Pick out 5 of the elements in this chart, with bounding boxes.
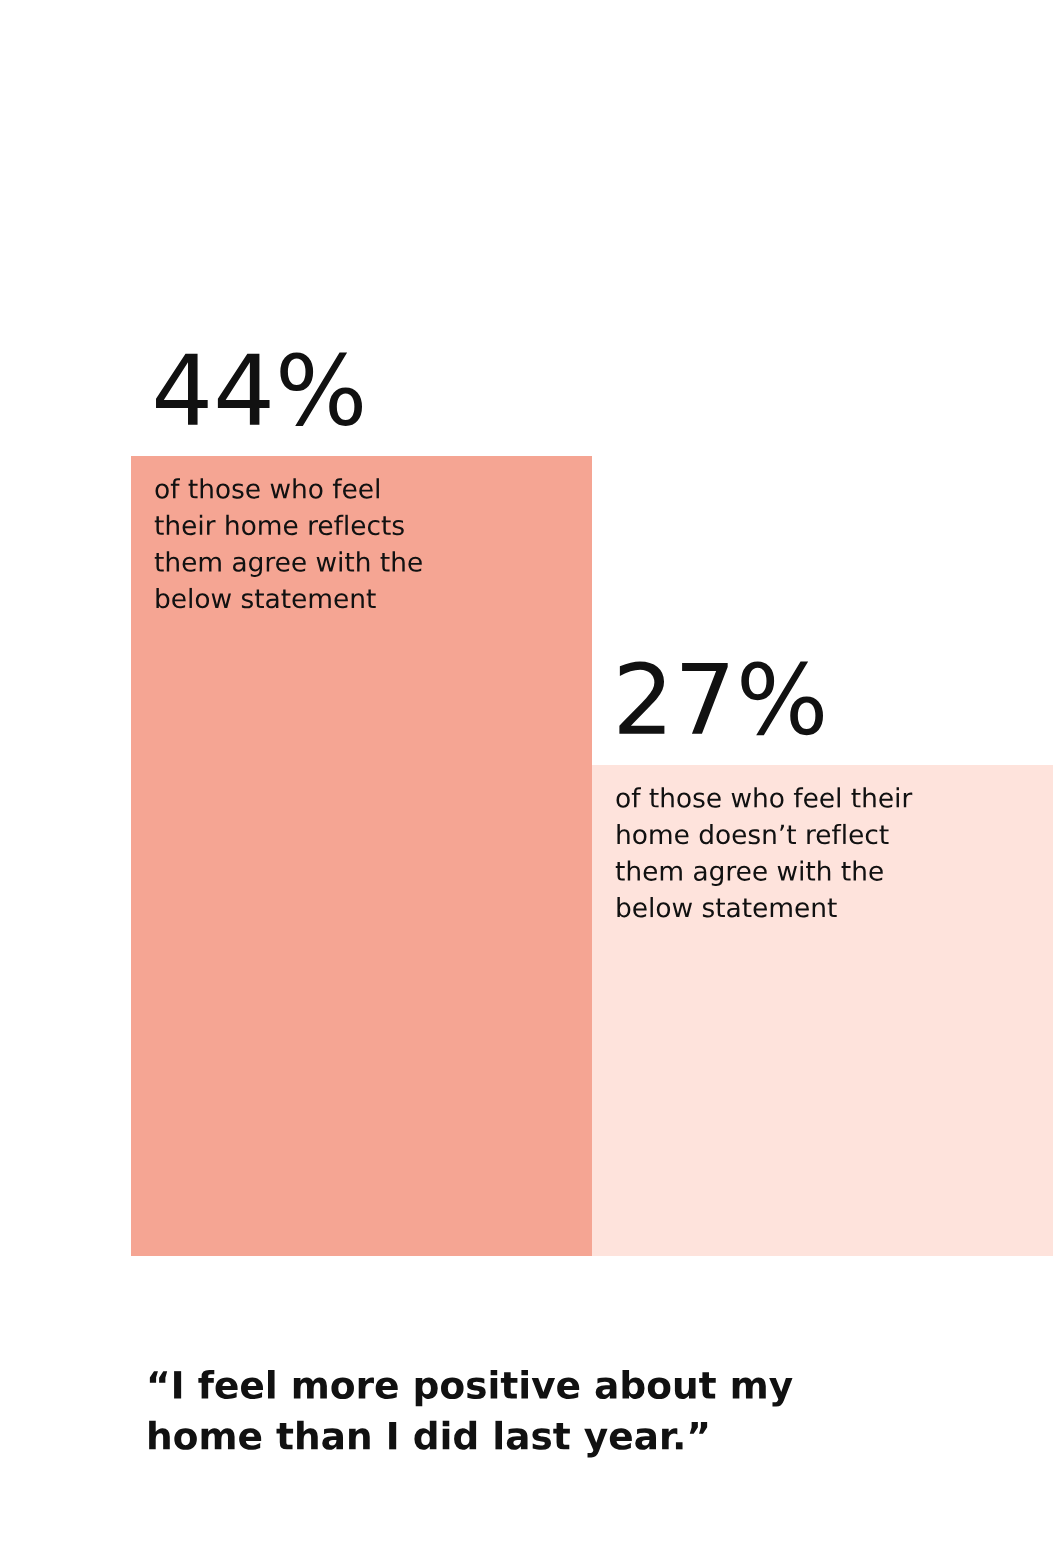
data-label: 44% xyxy=(156,352,362,427)
x-tick-label: of those who feel their home doesn’t reflect them agree with the below statement xyxy=(615,787,913,918)
data-label: 27% xyxy=(619,661,823,736)
text: “I feel more positive about my home than I did last year.” xyxy=(149,1370,793,1458)
x-tick-label: of those who feel their home reflects them agree with the below statement xyxy=(154,478,422,609)
